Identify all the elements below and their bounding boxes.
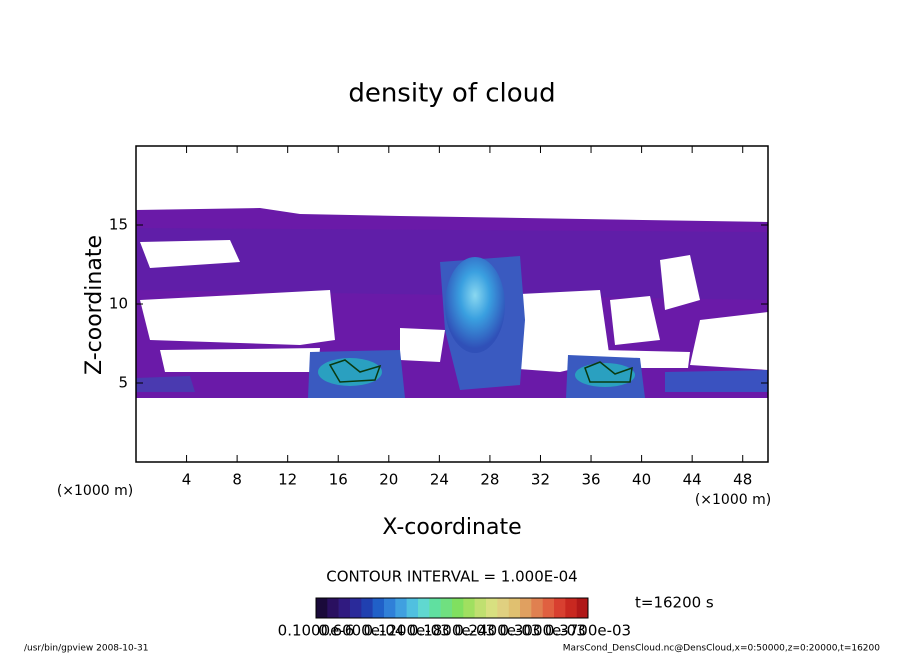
- colorbar-swatch: [440, 598, 453, 618]
- y-tick-label: 15: [109, 216, 128, 234]
- colorbar-frame: [315, 597, 589, 619]
- colorbar-label: 0.1200e-03: [364, 622, 450, 640]
- colorbar-swatch: [361, 598, 373, 618]
- x-tick-label: 20: [379, 471, 398, 489]
- colorbar-swatch: [497, 598, 509, 618]
- colorbar-swatch: [542, 598, 555, 618]
- colorbar-label: 0.3700e-03: [545, 622, 631, 640]
- colorbar-swatch: [452, 598, 464, 618]
- contour-field: [136, 208, 768, 398]
- x-tick-label: 44: [683, 471, 702, 489]
- colorbar-swatch: [327, 598, 339, 618]
- footer-right: MarsCond_DensCloud.nc@DensCloud,x=0:5000…: [563, 644, 880, 654]
- colorbar-swatch: [565, 598, 577, 618]
- y-axis-label: Z-coordinate: [82, 235, 107, 375]
- colorbar-swatch: [486, 598, 498, 618]
- x-tick-label: 4: [182, 471, 192, 489]
- colorbar-swatch: [429, 598, 441, 618]
- colorbar: 0.1000e-60.6000e-040.1200e-030.1800e-030…: [278, 597, 631, 640]
- colorbar-label: 0.1000e-6: [278, 622, 355, 640]
- colorbar-swatch: [350, 598, 362, 618]
- x-axis-label: X-coordinate: [382, 515, 521, 540]
- x-tick-label: 8: [232, 471, 242, 489]
- colorbar-swatch: [395, 598, 407, 618]
- colorbar-swatch: [554, 598, 566, 618]
- colorbar-swatch: [338, 598, 351, 618]
- y-tick-label: 10: [109, 295, 128, 313]
- colorbar-swatch: [520, 598, 532, 618]
- colorbar-swatch: [463, 598, 475, 618]
- colorbar-swatch: [384, 598, 396, 618]
- colorbar-swatch: [406, 598, 419, 618]
- x-tick-label: 40: [632, 471, 651, 489]
- colorbar-swatch: [508, 598, 521, 618]
- x-tick-label: 48: [733, 471, 752, 489]
- y-tick-label: 5: [118, 374, 128, 392]
- colorbar-label: 0.2400e-03: [454, 622, 540, 640]
- footer-left: /usr/bin/gpview 2008-10-31: [24, 644, 148, 654]
- colorbar-swatch: [531, 598, 543, 618]
- colorbar-swatch: [418, 598, 430, 618]
- x-tick-label: 28: [480, 471, 499, 489]
- x-unit: (×1000 m): [57, 483, 133, 499]
- colorbar-label: 0.3000e-03: [500, 622, 586, 640]
- time-label: t=16200 s: [635, 594, 714, 612]
- colorbar-swatch: [372, 598, 385, 618]
- contour-interval: CONTOUR INTERVAL = 1.000E-04: [326, 568, 577, 586]
- x-tick-label: 24: [430, 471, 449, 489]
- x-tick-label: 36: [581, 471, 600, 489]
- x-tick-label: 32: [531, 471, 550, 489]
- colorbar-label: 0.1800e-03: [409, 622, 495, 640]
- colorbar-swatch: [474, 598, 487, 618]
- x-tick-label: 12: [278, 471, 297, 489]
- colorbar-label: 0.6000e-04: [318, 622, 404, 640]
- x-tick-label: 16: [329, 471, 348, 489]
- x-unit: (×1000 m): [695, 492, 771, 508]
- chart-title: density of cloud: [348, 79, 555, 109]
- colorbar-swatch: [576, 598, 589, 618]
- colorbar-swatch: [316, 598, 328, 618]
